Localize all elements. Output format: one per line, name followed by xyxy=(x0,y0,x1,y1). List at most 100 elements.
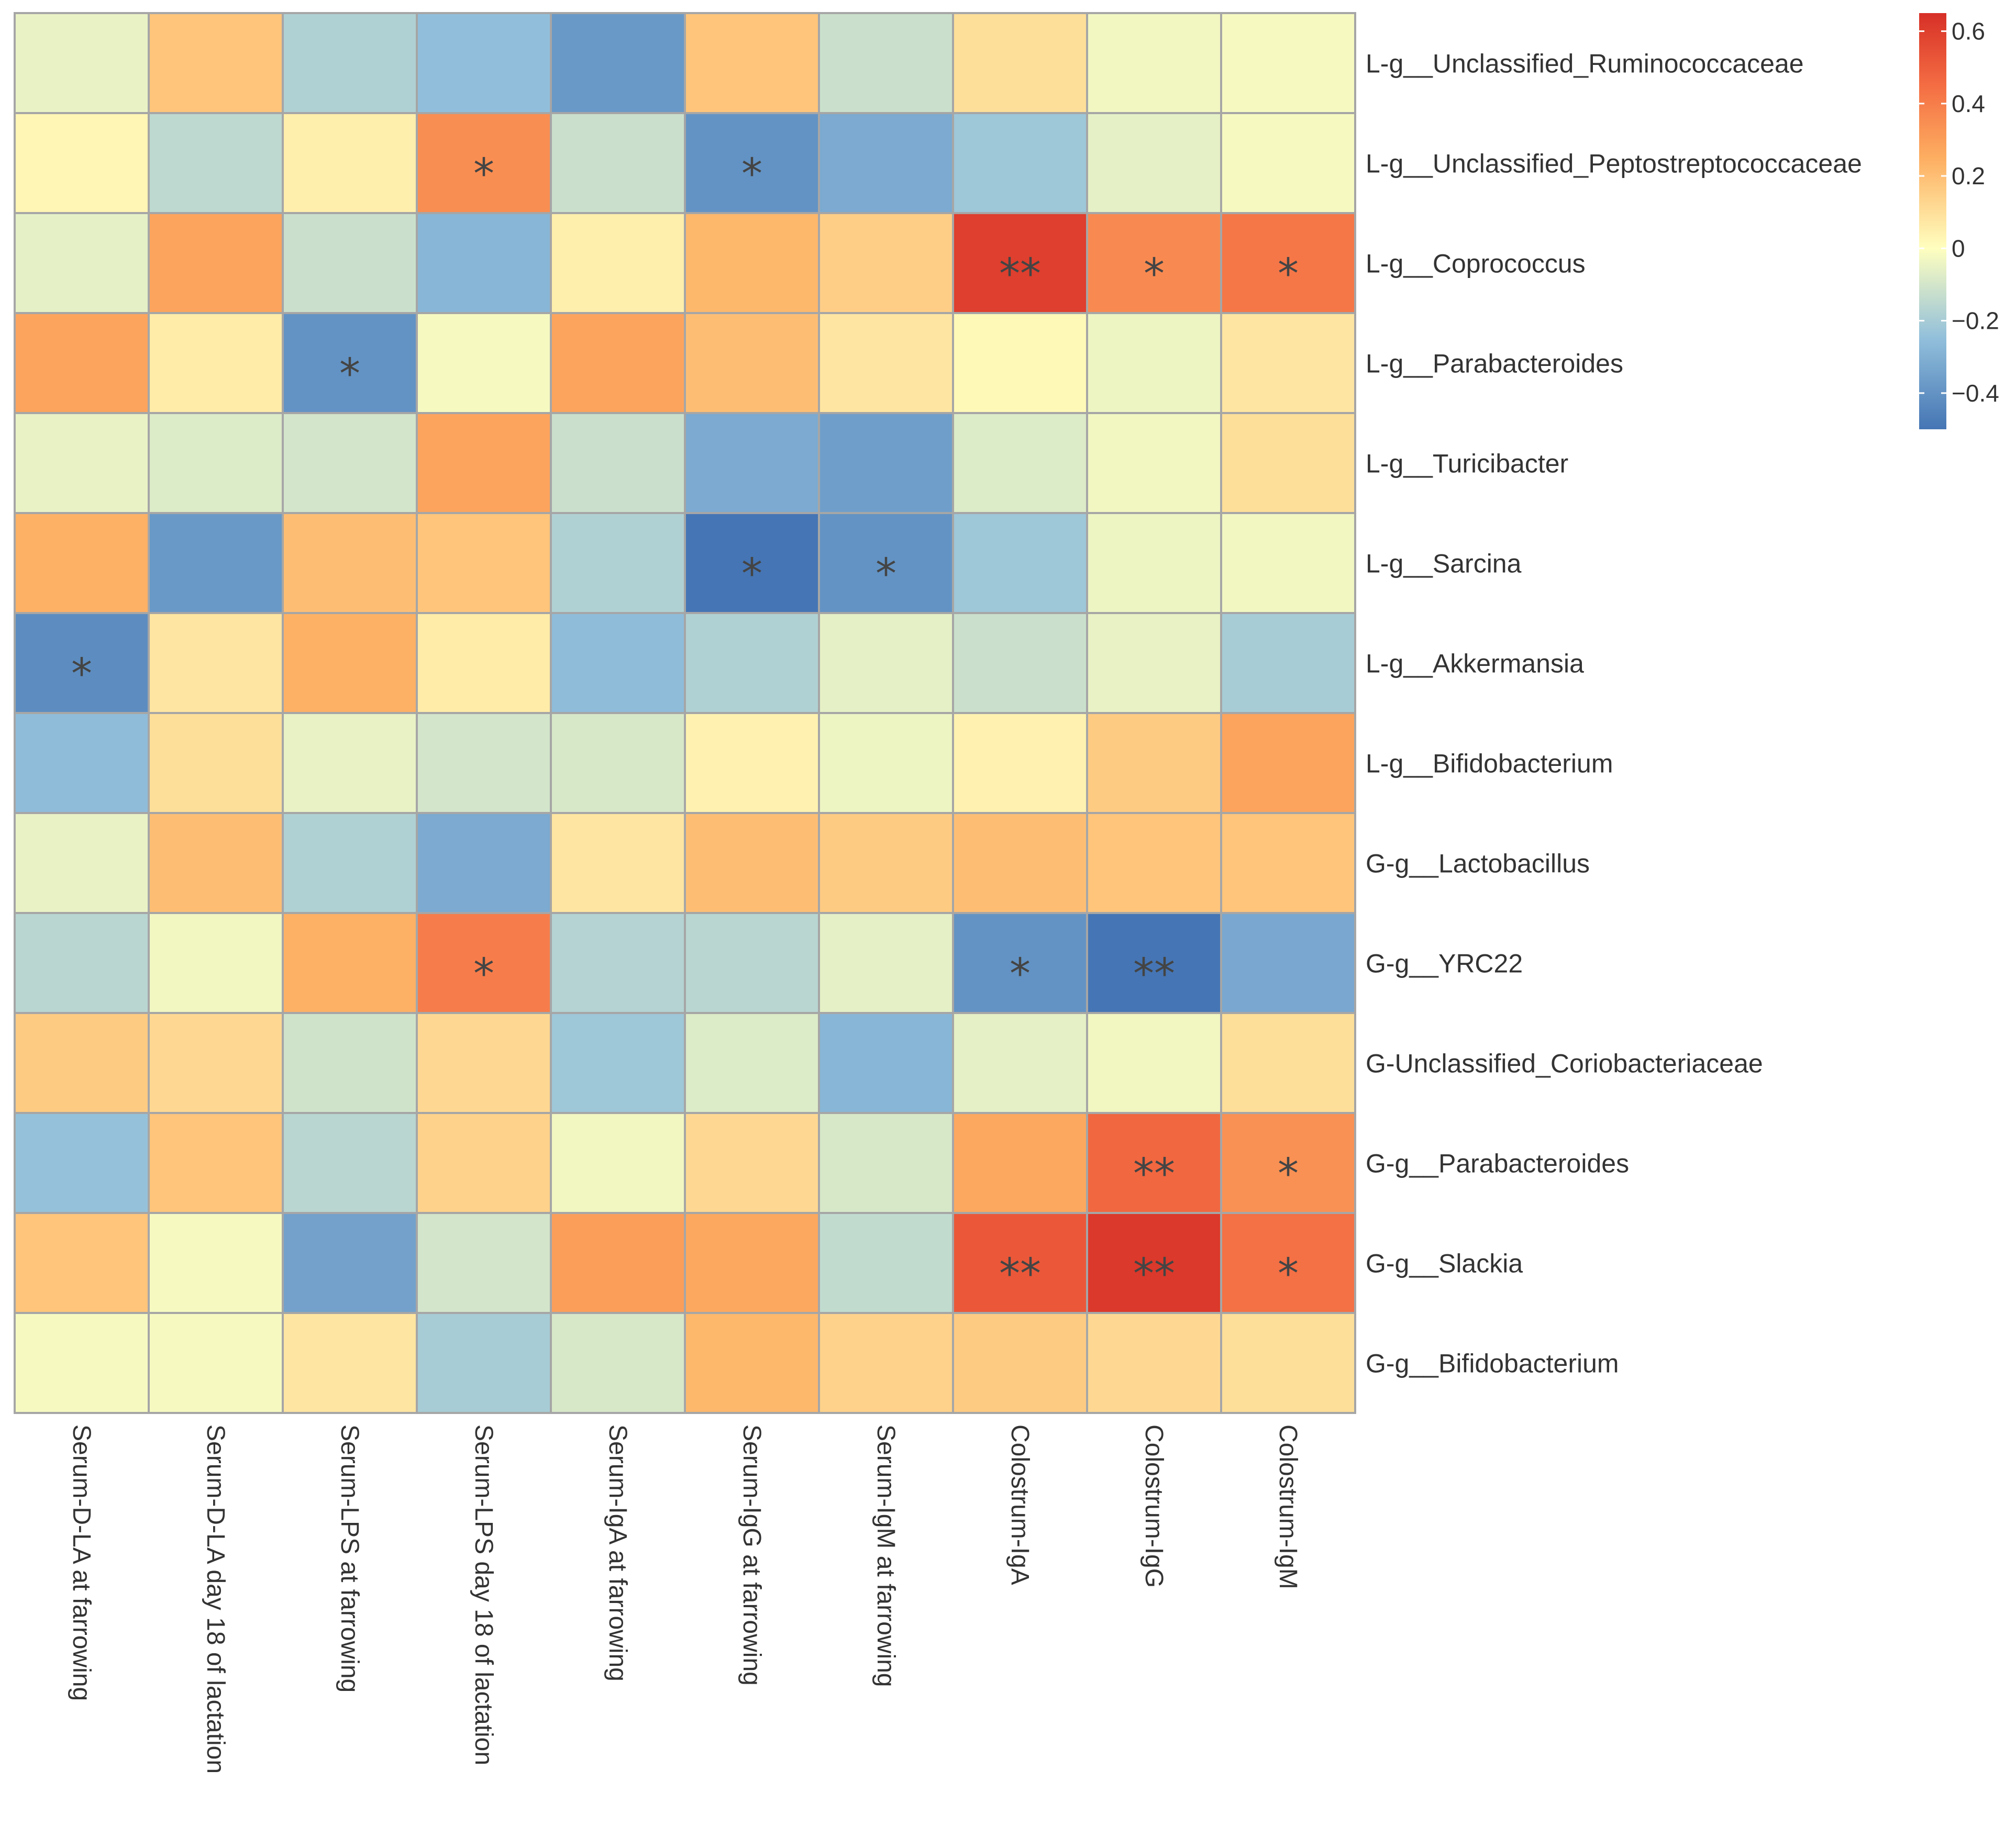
significance-marker: * xyxy=(876,550,896,598)
heatmap-cell xyxy=(282,212,418,314)
heatmap-cell xyxy=(952,212,1088,314)
significance-marker: * xyxy=(1278,1150,1299,1198)
heatmap-cell xyxy=(148,912,284,1014)
legend-tick-label: 0.6 xyxy=(1952,18,1985,45)
heatmap-cell xyxy=(1086,1312,1222,1414)
heatmap-cell xyxy=(282,912,418,1014)
heatmap-cell xyxy=(1220,12,1356,114)
heatmap-cell xyxy=(1086,1012,1222,1114)
heatmap-cell xyxy=(952,812,1088,914)
heatmap-cell xyxy=(148,312,284,414)
column-label: Colostrum-IgA xyxy=(1006,1424,1034,1585)
heatmap-cell xyxy=(282,412,418,514)
heatmap-cell xyxy=(14,912,150,1014)
heatmap-cell xyxy=(148,512,284,614)
heatmap-cell xyxy=(1220,312,1356,414)
heatmap-cell xyxy=(14,712,150,814)
heatmap-cells xyxy=(14,12,1356,1414)
significance-marker: * xyxy=(339,350,360,398)
heatmap-cell xyxy=(818,312,954,414)
row-label: L-g__Turicibacter xyxy=(1366,449,1568,478)
significance-marker: * xyxy=(741,550,762,598)
heatmap-cell xyxy=(416,812,552,914)
heatmap-cell xyxy=(550,712,686,814)
row-labels: L-g__Unclassified_Ruminococcaceae L-g__Un… xyxy=(1366,49,1862,1378)
heatmap-cell xyxy=(818,112,954,214)
heatmap-cell xyxy=(952,712,1088,814)
heatmap-cell xyxy=(818,1212,954,1314)
heatmap-cell xyxy=(818,1312,954,1414)
heatmap-cell xyxy=(1220,712,1356,814)
significance-marker: ** xyxy=(1133,1150,1175,1198)
heatmap-cell xyxy=(1086,12,1222,114)
heatmap-cell xyxy=(14,112,150,214)
column-label: Serum-IgM at farrowing xyxy=(872,1424,900,1687)
heatmap-cell xyxy=(1220,112,1356,214)
heatmap-cell xyxy=(1086,112,1222,214)
heatmap-cell xyxy=(818,1112,954,1214)
heatmap-cell xyxy=(952,12,1088,114)
heatmap-cell xyxy=(684,1012,820,1114)
heatmap-cell xyxy=(148,1312,284,1414)
heatmap-cell xyxy=(1086,612,1222,714)
heatmap-cell xyxy=(1086,412,1222,514)
heatmap-cell xyxy=(282,512,418,614)
heatmap-cell xyxy=(416,612,552,714)
column-labels: Serum-D-LA at farrowing Serum-D-LA day 18… xyxy=(68,1424,1302,1774)
heatmap-cell xyxy=(148,412,284,514)
heatmap-cell xyxy=(416,1212,552,1314)
heatmap-cell xyxy=(282,1212,418,1314)
color-legend-bar xyxy=(1919,13,1946,429)
row-label: G-Unclassified_Coriobacteriaceae xyxy=(1366,1049,1763,1078)
heatmap-cell xyxy=(952,1012,1088,1114)
significance-marker: * xyxy=(741,150,762,198)
heatmap-cell xyxy=(684,612,820,714)
heatmap-cell xyxy=(282,1112,418,1214)
heatmap-cell xyxy=(550,1312,686,1414)
heatmap-cell xyxy=(684,1112,820,1214)
heatmap-cell xyxy=(818,412,954,514)
heatmap-cell xyxy=(550,412,686,514)
heatmap-cell xyxy=(952,112,1088,214)
heatmap-cell xyxy=(550,912,686,1014)
heatmap-cell xyxy=(148,812,284,914)
row-label: L-g__Parabacteroides xyxy=(1366,349,1623,378)
heatmap-cell xyxy=(14,1012,150,1114)
heatmap-cell xyxy=(282,612,418,714)
heatmap-cell xyxy=(282,1312,418,1414)
heatmap-cell xyxy=(148,1112,284,1214)
heatmap-cell xyxy=(818,212,954,314)
significance-marker: * xyxy=(1278,250,1299,298)
row-label: G-g__Lactobacillus xyxy=(1366,849,1590,878)
row-label: L-g__Unclassified_Peptostreptococcaceae xyxy=(1366,149,1862,179)
significance-marker: ** xyxy=(1133,950,1175,998)
heatmap-cell xyxy=(416,1312,552,1414)
column-label: Colostrum-IgM xyxy=(1274,1424,1302,1589)
heatmap-cell xyxy=(282,712,418,814)
heatmap-cell xyxy=(550,212,686,314)
heatmap-cell xyxy=(818,12,954,114)
significance-marker: * xyxy=(1010,950,1031,998)
heatmap-cell xyxy=(1086,712,1222,814)
heatmap-cell xyxy=(952,1312,1088,1414)
row-label: L-g__Coprococcus xyxy=(1366,249,1586,279)
row-label: L-g__Sarcina xyxy=(1366,549,1522,578)
heatmap-cell xyxy=(148,712,284,814)
heatmap-cell xyxy=(148,12,284,114)
significance-marker: ** xyxy=(1133,1250,1175,1298)
significance-marker: * xyxy=(1144,250,1165,298)
heatmap-cell xyxy=(818,912,954,1014)
heatmap-cell xyxy=(1220,612,1356,714)
heatmap-cell xyxy=(1220,1212,1356,1314)
heatmap-cell xyxy=(282,312,418,414)
heatmap-cell xyxy=(148,1212,284,1314)
heatmap-cell xyxy=(818,612,954,714)
heatmap-cell xyxy=(684,1312,820,1414)
significance-markers: * *** * *** *** * **** *** ** * xyxy=(71,150,1299,1298)
legend-tick-label: −0.4 xyxy=(1952,380,1999,407)
heatmap-cell xyxy=(148,112,284,214)
heatmap-cell xyxy=(1086,1212,1222,1314)
legend-tick-label: −0.2 xyxy=(1952,307,1999,335)
significance-marker: ** xyxy=(999,1250,1041,1298)
heatmap-cell xyxy=(1086,812,1222,914)
